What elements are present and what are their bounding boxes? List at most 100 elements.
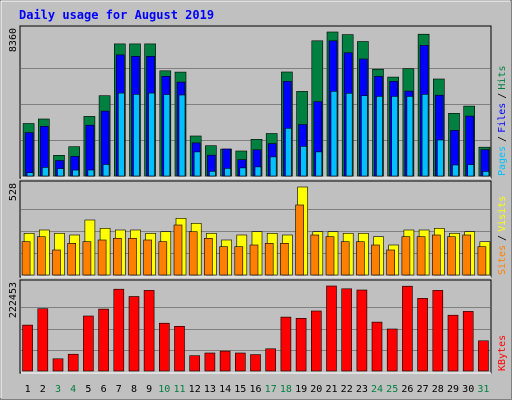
- panel-2-bar-kbytes-30: [462, 311, 474, 372]
- x-tick-label-17: 17: [265, 384, 277, 395]
- panel-1-bar-sites-9: [143, 239, 152, 276]
- x-tick-label-7: 7: [116, 384, 122, 395]
- panel-2-bar-kbytes-20: [310, 310, 322, 372]
- plot-layer: 8360Pages/Files/Hits528Sites/Visits22245…: [8, 25, 508, 395]
- panel-1-bar-sites-14: [219, 246, 228, 276]
- panel-0-bar-pages-1: [26, 172, 34, 177]
- panel-1-bar-sites-31: [477, 246, 487, 276]
- panel-0-bar-pages-2: [41, 167, 49, 177]
- x-tick-label-31: 31: [477, 384, 489, 395]
- panel-2-bar-kbytes-28: [432, 290, 444, 372]
- panel-2-bar-kbytes-1: [22, 324, 33, 372]
- x-tick-label-11: 11: [173, 384, 185, 395]
- panel-0-bar-pages-27: [421, 94, 429, 177]
- panel-1-bar-sites-6: [97, 239, 107, 276]
- panel-2-bar-kbytes-2: [37, 308, 49, 372]
- panel-1-bar-sites-2: [36, 236, 46, 276]
- panel-2-bar-kbytes-6: [98, 308, 109, 372]
- panel-1-bar-sites-7: [113, 238, 122, 276]
- x-tick-label-2: 2: [40, 384, 46, 395]
- panel-1-bar-sites-21: [325, 236, 335, 276]
- panel-0-bar-pages-22: [345, 93, 353, 177]
- panel-2-bar-kbytes-3: [52, 358, 64, 372]
- panel-0-bar-pages-15: [239, 167, 247, 177]
- panel-1-bar-sites-22: [340, 241, 350, 276]
- panel-0-bar-pages-25: [391, 96, 399, 177]
- x-tick-label-8: 8: [131, 384, 137, 395]
- panel-1-legend-sep-1: /: [497, 235, 508, 241]
- panel-2-bar-kbytes-10: [159, 322, 170, 372]
- x-tick-label-10: 10: [158, 384, 170, 395]
- x-tick-label-15: 15: [234, 384, 246, 395]
- panel-0-legend-sep-1: /: [497, 136, 508, 142]
- x-tick-label-28: 28: [432, 384, 444, 395]
- x-tick-label-5: 5: [85, 384, 91, 395]
- panel-2-bar-kbytes-24: [371, 321, 383, 372]
- panel-1-bar-sites-3: [52, 249, 61, 276]
- panel-0-bar-pages-6: [102, 164, 110, 177]
- panel-0-bar-pages-14: [224, 168, 231, 177]
- panel-0-bar-files-5: [85, 124, 95, 177]
- panel-0-bar-pages-26: [406, 96, 414, 177]
- panel-0-legend-hits: Hits: [497, 66, 508, 90]
- panel-2-bar-kbytes-14: [219, 350, 231, 372]
- panel-0-bar-pages-17: [269, 156, 277, 177]
- panel-1-bar-sites-20: [310, 234, 320, 276]
- panel-0-bar-pages-11: [178, 94, 186, 177]
- x-tick-label-19: 19: [295, 384, 307, 395]
- panel-0-bar-pages-5: [87, 169, 95, 177]
- x-tick-label-25: 25: [386, 384, 398, 395]
- panel-1-bar-sites-13: [204, 238, 213, 276]
- x-tick-label-22: 22: [341, 384, 353, 395]
- panel-2-bar-kbytes-21: [326, 285, 337, 372]
- panel-1-bar-sites-30: [462, 234, 472, 276]
- x-tick-label-16: 16: [249, 384, 261, 395]
- panel-0-bar-pages-18: [285, 128, 292, 177]
- panel-0-legend-pages: Pages: [497, 146, 508, 176]
- panel-2-bar-kbytes-12: [189, 355, 200, 372]
- panel-0-bar-pages-20: [315, 151, 323, 177]
- x-tick-label-27: 27: [417, 384, 429, 395]
- panel-1-bar-sites-8: [128, 238, 137, 276]
- x-tick-label-26: 26: [401, 384, 413, 395]
- panel-2-bar-kbytes-26: [402, 285, 413, 372]
- panel-0-bar-files-1: [24, 132, 34, 177]
- x-tick-label-9: 9: [146, 384, 152, 395]
- x-tick-label-4: 4: [70, 384, 76, 395]
- x-tick-label-3: 3: [55, 384, 61, 395]
- panel-1-bar-sites-19: [295, 204, 304, 276]
- panel-0-bar-pages-16: [254, 166, 262, 177]
- panel-0-bar-pages-23: [361, 95, 368, 177]
- panel-0-bar-pages-10: [163, 94, 171, 177]
- panel-2-bar-kbytes-8: [128, 296, 140, 372]
- panel-0-bar-pages-28: [436, 139, 444, 177]
- panel-0-bar-pages-12: [193, 151, 201, 177]
- x-tick-label-1: 1: [25, 384, 31, 395]
- panel-0-bar-pages-21: [330, 91, 338, 177]
- panel-1-bar-sites-15: [234, 246, 244, 276]
- panel-0-bar-pages-3: [57, 168, 64, 177]
- panel-2-bar-kbytes-5: [83, 315, 94, 372]
- panel-1-bar-sites-10: [158, 241, 168, 276]
- panel-1-bar-sites-4: [67, 243, 76, 276]
- panel-1-bar-sites-24: [371, 244, 380, 276]
- panel-0-bar-pages-9: [148, 92, 155, 177]
- panel-2-legend-kbytes: KBytes: [497, 335, 508, 371]
- panel-0-bar-pages-4: [72, 169, 79, 177]
- panel-1-bar-sites-18: [280, 243, 289, 276]
- panel-2-bar-kbytes-22: [341, 288, 353, 372]
- panel-0-bar-pages-31: [482, 171, 490, 177]
- panel-1-bar-sites-17: [264, 243, 274, 276]
- x-tick-label-30: 30: [462, 384, 474, 395]
- x-tick-label-13: 13: [204, 384, 216, 395]
- panel-0-ymax-label: 8360: [8, 28, 19, 52]
- panel-2-bar-kbytes-13: [204, 352, 216, 372]
- panel-1-legend-sites: Sites: [497, 245, 508, 275]
- x-tick-label-24: 24: [371, 384, 383, 395]
- panel-2-bar-kbytes-31: [478, 340, 489, 372]
- panel-2-bar-kbytes-7: [113, 288, 125, 372]
- panel-0-legend-sep-3: /: [497, 93, 508, 99]
- panel-2-bar-kbytes-19: [295, 317, 307, 372]
- panel-2-bar-kbytes-25: [386, 328, 398, 372]
